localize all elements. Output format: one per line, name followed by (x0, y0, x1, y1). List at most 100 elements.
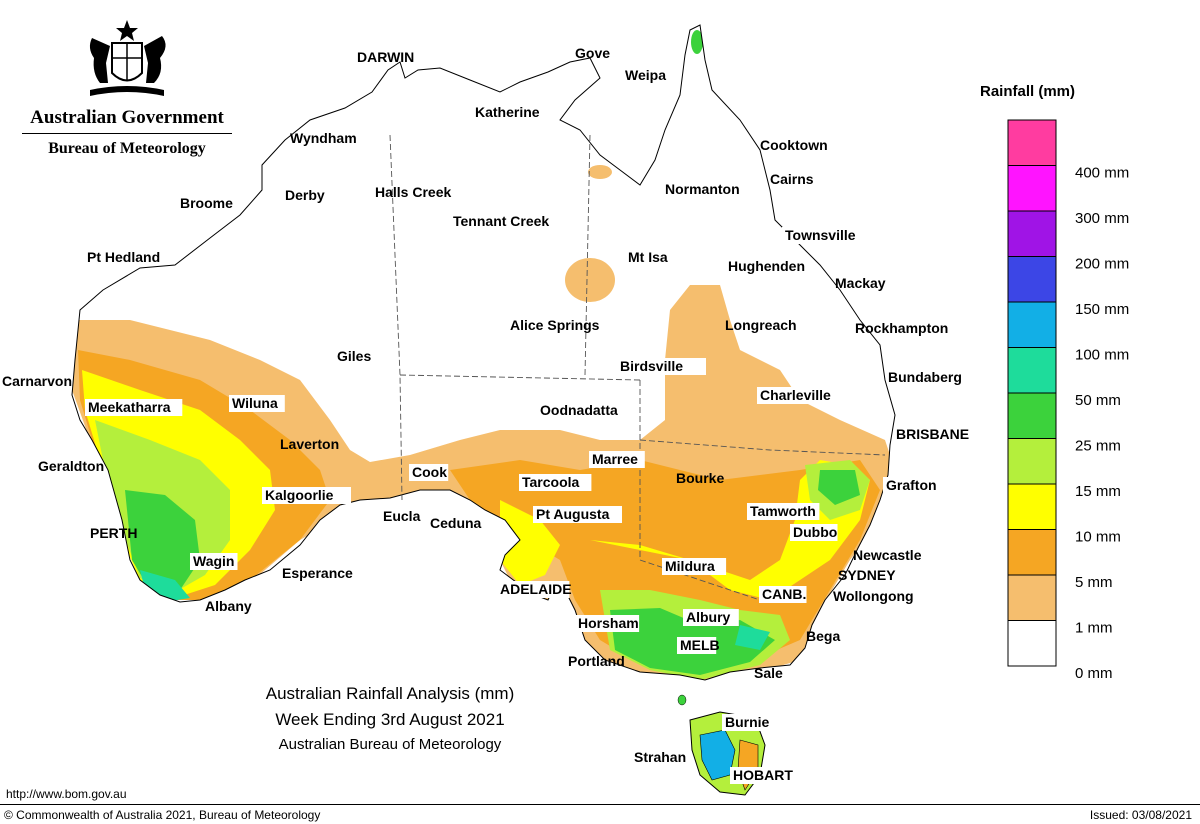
place-label-background (722, 714, 778, 731)
place-label-background (497, 581, 570, 598)
legend-label: 1 mm (1075, 620, 1113, 637)
place-tarcoola: Tarcoola (519, 474, 592, 491)
place-label-background (85, 399, 183, 416)
place-label: Portland (568, 653, 625, 669)
place-bourke: Bourke (676, 470, 724, 486)
place-label: SYDNEY (838, 567, 896, 583)
place-brisbane: BRISBANE (896, 426, 969, 442)
place-gove: Gove (575, 45, 610, 61)
legend-label: 15 mm (1075, 483, 1121, 500)
place-label: Weipa (625, 67, 666, 83)
place-label-background (677, 637, 717, 654)
place-label: Alice Springs (510, 317, 600, 333)
legend-label: 300 mm (1075, 210, 1129, 227)
government-branding: Australian Government Bureau of Meteorol… (22, 18, 232, 158)
place-mackay: Mackay (835, 275, 886, 291)
place-label: Oodnadatta (540, 402, 618, 418)
place-label: Strahan (634, 749, 686, 765)
legend-label: 100 mm (1075, 347, 1129, 364)
footer-divider (0, 804, 1200, 805)
place-label: PERTH (90, 525, 137, 541)
place-katherine: Katherine (475, 104, 540, 120)
place-label-background (229, 395, 285, 412)
legend-swatch (1007, 165, 1057, 212)
legend-label: 25 mm (1075, 438, 1121, 455)
place-label-background (519, 474, 592, 491)
place-halls-creek: Halls Creek (375, 184, 451, 200)
legend-swatch (1007, 529, 1057, 576)
place-townsville: Townsville (782, 227, 871, 244)
issued-date: Issued: 03/08/2021 (1089, 808, 1192, 822)
place-label: Halls Creek (375, 184, 451, 200)
place-label: Cairns (770, 171, 814, 187)
place-carnarvon: Carnarvon (2, 373, 72, 389)
place-hobart: HOBART (730, 767, 793, 784)
place-broome: Broome (180, 195, 233, 211)
rain-zone-5mm (78, 350, 880, 670)
place-giles: Giles (337, 348, 371, 364)
place-charleville: Charleville (757, 387, 855, 404)
legend-swatch (1007, 301, 1057, 348)
place-bundaberg: Bundaberg (888, 369, 962, 385)
place-labels: DARWIN Gove Weipa Katherine Wyndham Cooktown C… (2, 45, 969, 784)
place-alice-springs: Alice Springs (510, 317, 600, 333)
rain-blob-cape (691, 30, 703, 54)
place-label-background (883, 477, 948, 494)
place-perth: PERTH (90, 525, 137, 541)
place-adelaide: ADELAIDE (497, 581, 572, 598)
place-label: DARWIN (357, 49, 414, 65)
place-label: Longreach (725, 317, 797, 333)
place-label: BRISBANE (896, 426, 969, 442)
place-albany: Albany (205, 598, 252, 614)
place-label: MELB (680, 637, 720, 653)
place-hughenden: Hughenden (728, 258, 805, 274)
place-wyndham: Wyndham (290, 130, 357, 146)
place-pt-augusta: Pt Augusta (533, 506, 622, 523)
place-label: Wagin (193, 553, 234, 569)
place-label: Pt Hedland (87, 249, 160, 265)
place-strahan: Strahan (634, 749, 686, 765)
place-melb: MELB (677, 637, 720, 654)
place-kalgoorlie: Kalgoorlie (262, 487, 351, 504)
place-label: Pt Augusta (536, 506, 610, 522)
place-label: Derby (285, 187, 325, 203)
legend-label: 5 mm (1075, 574, 1113, 591)
website-url[interactable]: http://www.bom.gov.au (6, 787, 127, 801)
place-cooktown: Cooktown (760, 137, 828, 153)
mainland-australia (71, 24, 896, 681)
legend-title: Rainfall (mm) (980, 83, 1076, 100)
place-cairns: Cairns (770, 171, 814, 187)
place-label: Wollongong (833, 588, 914, 604)
place-label: Albany (205, 598, 252, 614)
place-label-background (730, 767, 786, 784)
place-bega: Bega (806, 628, 840, 644)
place-normanton: Normanton (665, 181, 740, 197)
place-birdsville: Birdsville (617, 358, 706, 375)
place-label: Geraldton (38, 458, 104, 474)
place-label-background (747, 503, 820, 520)
place-label: Mt Isa (628, 249, 668, 265)
place-sale: Sale (754, 665, 783, 681)
rain-blob-alice (565, 258, 615, 302)
place-label: Tamworth (750, 503, 816, 519)
place-dubbo: Dubbo (790, 524, 838, 541)
legend-swatch (1007, 392, 1057, 439)
bureau-name: Bureau of Meteorology (48, 140, 206, 157)
place-newcastle: Newcastle (853, 547, 922, 563)
place-label-background (190, 553, 238, 570)
legend-label: 150 mm (1075, 301, 1129, 318)
place-label: CANB. (762, 586, 806, 602)
place-label: Normanton (665, 181, 740, 197)
place-label: Laverton (280, 436, 339, 452)
legend-label: 10 mm (1075, 529, 1121, 546)
place-label-background (790, 524, 838, 541)
government-name: Australian Government (22, 107, 232, 134)
place-label: Bega (806, 628, 840, 644)
legend-swatch (1007, 574, 1057, 621)
legend-swatch (1007, 483, 1057, 530)
place-label: Sale (754, 665, 783, 681)
place-weipa: Weipa (625, 67, 666, 83)
legend-swatch (1007, 438, 1057, 485)
place-longreach: Longreach (725, 317, 797, 333)
